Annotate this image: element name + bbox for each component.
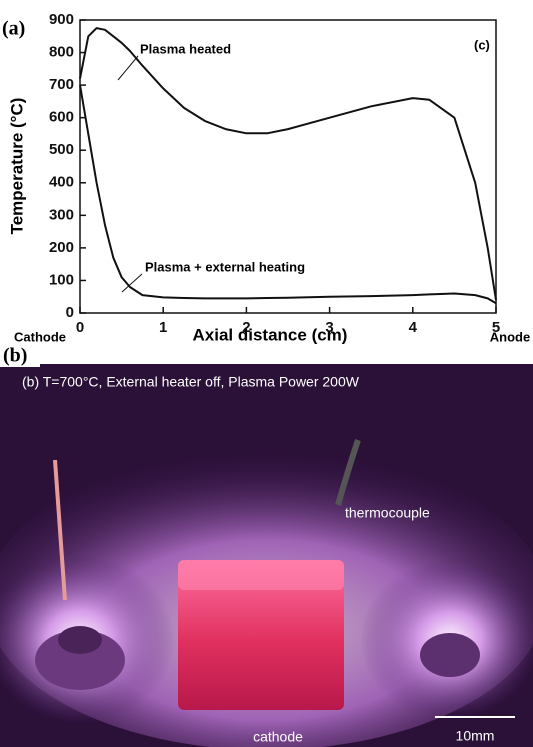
cathode-label: Cathode — [14, 329, 66, 344]
chart-panel: (a) (c) Axial distance (cm) Temperature … — [2, 11, 530, 345]
inset-label: (c) — [474, 37, 490, 52]
cathode-block — [178, 560, 344, 710]
line-series — [79, 84, 497, 305]
y-axis-label: Temperature (°C) — [7, 98, 26, 235]
y-tick-label: 200 — [49, 239, 74, 256]
y-tick-label: 900 — [49, 11, 74, 28]
electrode — [58, 626, 102, 654]
y-tick-label: 100 — [49, 271, 74, 288]
y-tick-label: 300 — [49, 206, 74, 223]
electrode — [420, 633, 480, 677]
y-tick-label: 400 — [49, 174, 74, 191]
y-tick-label: 500 — [49, 141, 74, 158]
x-tick-label: 4 — [409, 319, 418, 336]
panel-label: (b) — [3, 345, 27, 367]
panel-label: (a) — [2, 18, 25, 40]
y-tick-label: 800 — [49, 44, 74, 61]
cathode-label: cathode — [253, 729, 303, 745]
x-tick-label: 2 — [242, 319, 250, 336]
label-bg — [0, 345, 40, 367]
anode-label: Anode — [490, 329, 530, 344]
x-axis-label: Axial distance (cm) — [193, 325, 348, 344]
electrode — [35, 630, 125, 690]
rod — [53, 459, 67, 601]
line-series — [79, 27, 497, 301]
x-tick-label: 0 — [76, 319, 84, 336]
scale-bar-label: 10mm — [456, 728, 495, 744]
thermocouple-label: thermocouple — [345, 505, 430, 521]
series-annotation: Plasma heated — [140, 41, 231, 56]
thermocouple-wire — [335, 439, 361, 506]
y-tick-label: 700 — [49, 76, 74, 93]
y-tick-label: 600 — [49, 109, 74, 126]
leader-line — [121, 273, 143, 293]
caption: (b) T=700°C, External heater off, Plasma… — [22, 374, 360, 390]
cathode-top — [178, 560, 344, 590]
plot-frame — [79, 19, 497, 314]
photo-panel: (b) (b) T=700°C, External heater off, Pl… — [0, 345, 533, 747]
x-tick-label: 3 — [325, 319, 333, 336]
leader-line — [117, 55, 139, 81]
series-annotation: Plasma + external heating — [145, 259, 305, 274]
y-tick-label: 0 — [66, 304, 74, 321]
x-tick-label: 5 — [492, 319, 500, 336]
x-tick-label: 1 — [159, 319, 167, 336]
